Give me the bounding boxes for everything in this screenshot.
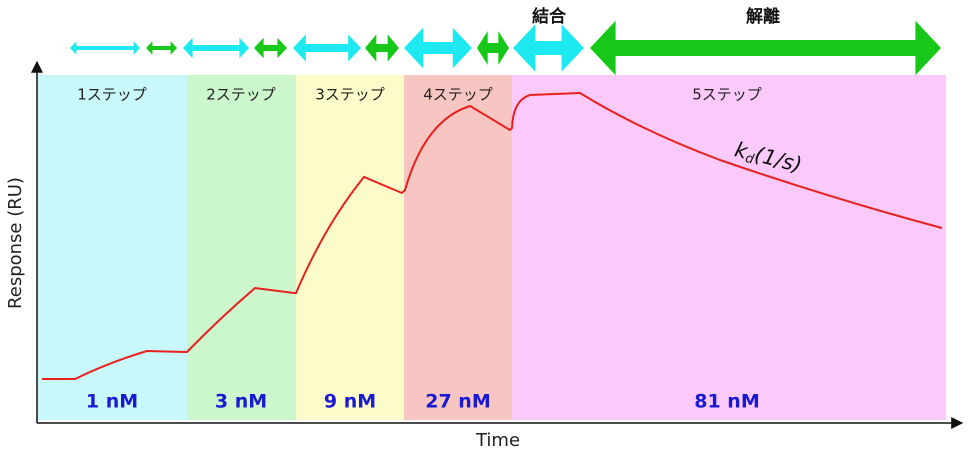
step-label: 2ステップ [206,86,276,104]
phase-arrow [146,41,177,55]
concentration-label: 1 nM [86,391,138,413]
dissociation-label: 解離 [746,6,780,27]
step-2-region [187,75,296,420]
phase-arrow [293,34,361,62]
step-3-region [296,75,404,420]
concentration-label: 81 nM [694,391,760,413]
concentration-label: 3 nM [215,391,267,413]
association-label: 結合 [532,6,567,27]
phase-arrow [477,31,509,65]
phase-arrow [590,20,941,76]
step-label: 4ステップ [423,86,493,104]
response-curve [42,91,943,380]
phase-arrow [183,37,249,59]
concentration-label: 27 nM [425,391,491,413]
phase-arrow [254,37,287,59]
phase-arrow [404,27,472,69]
step-label: 5ステップ [692,86,762,104]
phase-arrow [365,34,399,62]
phase-arrow [513,24,584,72]
step-4-region [404,75,512,420]
concentration-label: 9 nM [324,391,376,413]
x-axis-label: Time [475,430,520,451]
step-5-region [512,75,946,420]
step-label: 1ステップ [77,86,147,104]
phase-arrow [70,41,140,55]
y-axis-label: Response (RU) [5,177,26,309]
step-label: 3ステップ [315,86,385,104]
step-1-region [38,75,187,420]
